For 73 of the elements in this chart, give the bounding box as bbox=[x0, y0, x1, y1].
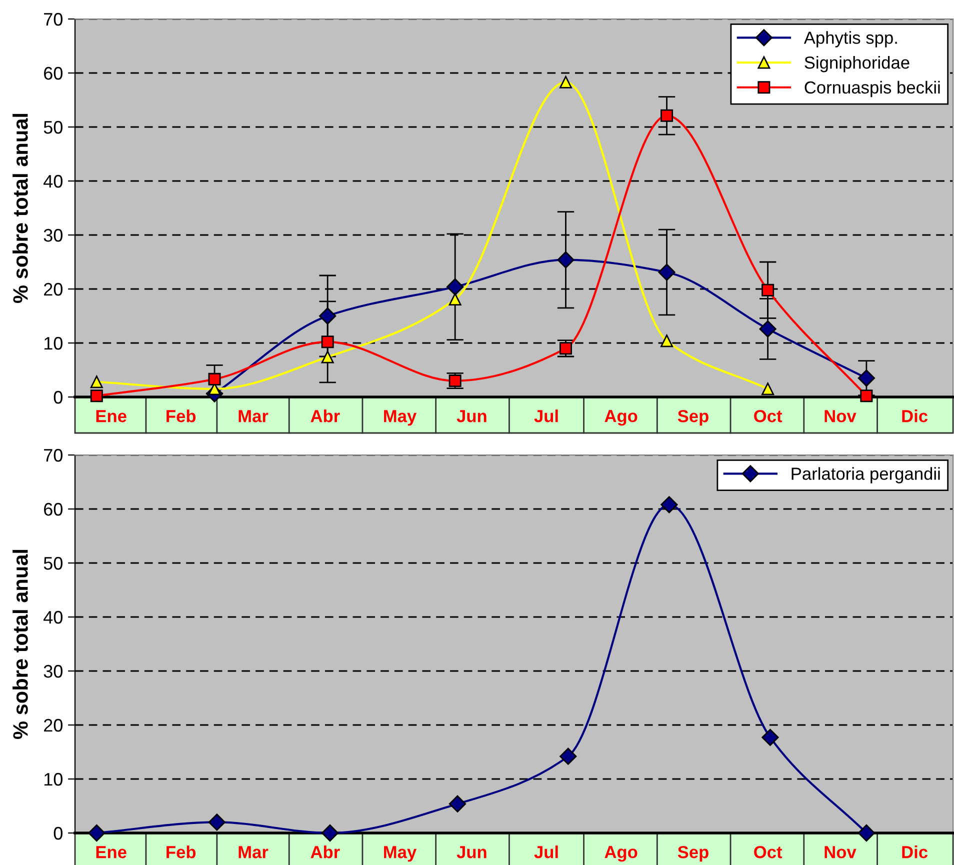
y-tick-label: 50 bbox=[44, 556, 62, 570]
y-tick-label: 40 bbox=[44, 174, 62, 188]
point bbox=[448, 795, 466, 812]
x-tick-label: Oct bbox=[754, 410, 782, 422]
x-tick-label: Feb bbox=[166, 410, 196, 422]
y-tick-label: 70 bbox=[44, 12, 62, 26]
x-tick-label: Jul bbox=[534, 846, 558, 858]
point bbox=[660, 334, 674, 348]
point bbox=[660, 109, 674, 122]
y-tick-label: 30 bbox=[44, 228, 62, 242]
x-tick-label: Jun bbox=[456, 410, 486, 422]
x-tick-label: Oct bbox=[754, 846, 782, 858]
legend-label: Signiphoridae bbox=[804, 56, 910, 72]
x-tick-label: Dic bbox=[902, 410, 928, 422]
point bbox=[660, 496, 678, 514]
point bbox=[90, 376, 103, 388]
x-tick-label: Dic bbox=[902, 846, 928, 858]
x-tick-label: Jun bbox=[456, 846, 486, 858]
y-tick-label: 70 bbox=[44, 448, 62, 462]
point bbox=[90, 390, 103, 402]
point bbox=[448, 374, 462, 388]
point bbox=[208, 814, 226, 831]
y-tick-label: 10 bbox=[44, 336, 62, 350]
point bbox=[560, 748, 577, 765]
y-axis-title: % sobre total anual bbox=[12, 114, 28, 303]
y-tick-label: 30 bbox=[44, 664, 62, 678]
x-tick-label: Abr bbox=[310, 846, 340, 858]
legend-label: Parlatoria pergandii bbox=[792, 467, 940, 484]
point bbox=[858, 824, 875, 842]
y-tick-label: 20 bbox=[44, 282, 62, 296]
y-tick-label: 60 bbox=[44, 502, 62, 516]
x-tick-label: Mar bbox=[238, 846, 268, 858]
x-tick-label: Nov bbox=[824, 410, 856, 422]
y-tick-label: 60 bbox=[44, 66, 62, 80]
point bbox=[557, 251, 574, 268]
x-tick-label: Ene bbox=[96, 410, 126, 422]
legend-label: Cornuaspis beckii bbox=[804, 80, 940, 98]
point bbox=[321, 350, 334, 364]
point bbox=[208, 372, 221, 386]
point bbox=[860, 390, 873, 402]
point bbox=[559, 342, 572, 355]
x-tick-label: Sep bbox=[678, 410, 708, 426]
y-tick-label: 10 bbox=[44, 772, 62, 786]
y-tick-label: 0 bbox=[54, 390, 62, 404]
point bbox=[658, 264, 676, 281]
x-tick-label: May bbox=[384, 846, 417, 862]
x-tick-label: Ago bbox=[604, 410, 638, 426]
x-tick-label: Abr bbox=[310, 410, 340, 422]
point bbox=[448, 293, 462, 306]
point bbox=[858, 370, 875, 387]
y-tick-label: 50 bbox=[44, 120, 62, 134]
point bbox=[762, 728, 779, 746]
point bbox=[559, 76, 572, 88]
point bbox=[321, 824, 339, 842]
x-tick-label: Feb bbox=[166, 846, 196, 858]
x-tick-label: Ene bbox=[96, 846, 126, 858]
x-tick-label: Mar bbox=[238, 410, 268, 422]
x-tick-label: Jul bbox=[534, 410, 558, 422]
x-tick-label: Sep bbox=[678, 846, 708, 862]
point bbox=[319, 307, 336, 325]
y-tick-label: 0 bbox=[54, 826, 62, 840]
legend-label: Aphytis spp. bbox=[804, 31, 897, 48]
x-tick-label: May bbox=[384, 410, 417, 426]
point bbox=[762, 382, 774, 396]
y-axis-title: % sobre total anual bbox=[12, 550, 28, 739]
x-tick-label: Nov bbox=[824, 846, 856, 858]
point bbox=[762, 284, 774, 296]
point bbox=[321, 336, 334, 348]
point bbox=[446, 278, 464, 296]
y-tick-label: 20 bbox=[44, 718, 62, 732]
point bbox=[759, 320, 776, 338]
x-tick-label: Ago bbox=[604, 846, 638, 862]
y-tick-label: 40 bbox=[44, 610, 62, 624]
